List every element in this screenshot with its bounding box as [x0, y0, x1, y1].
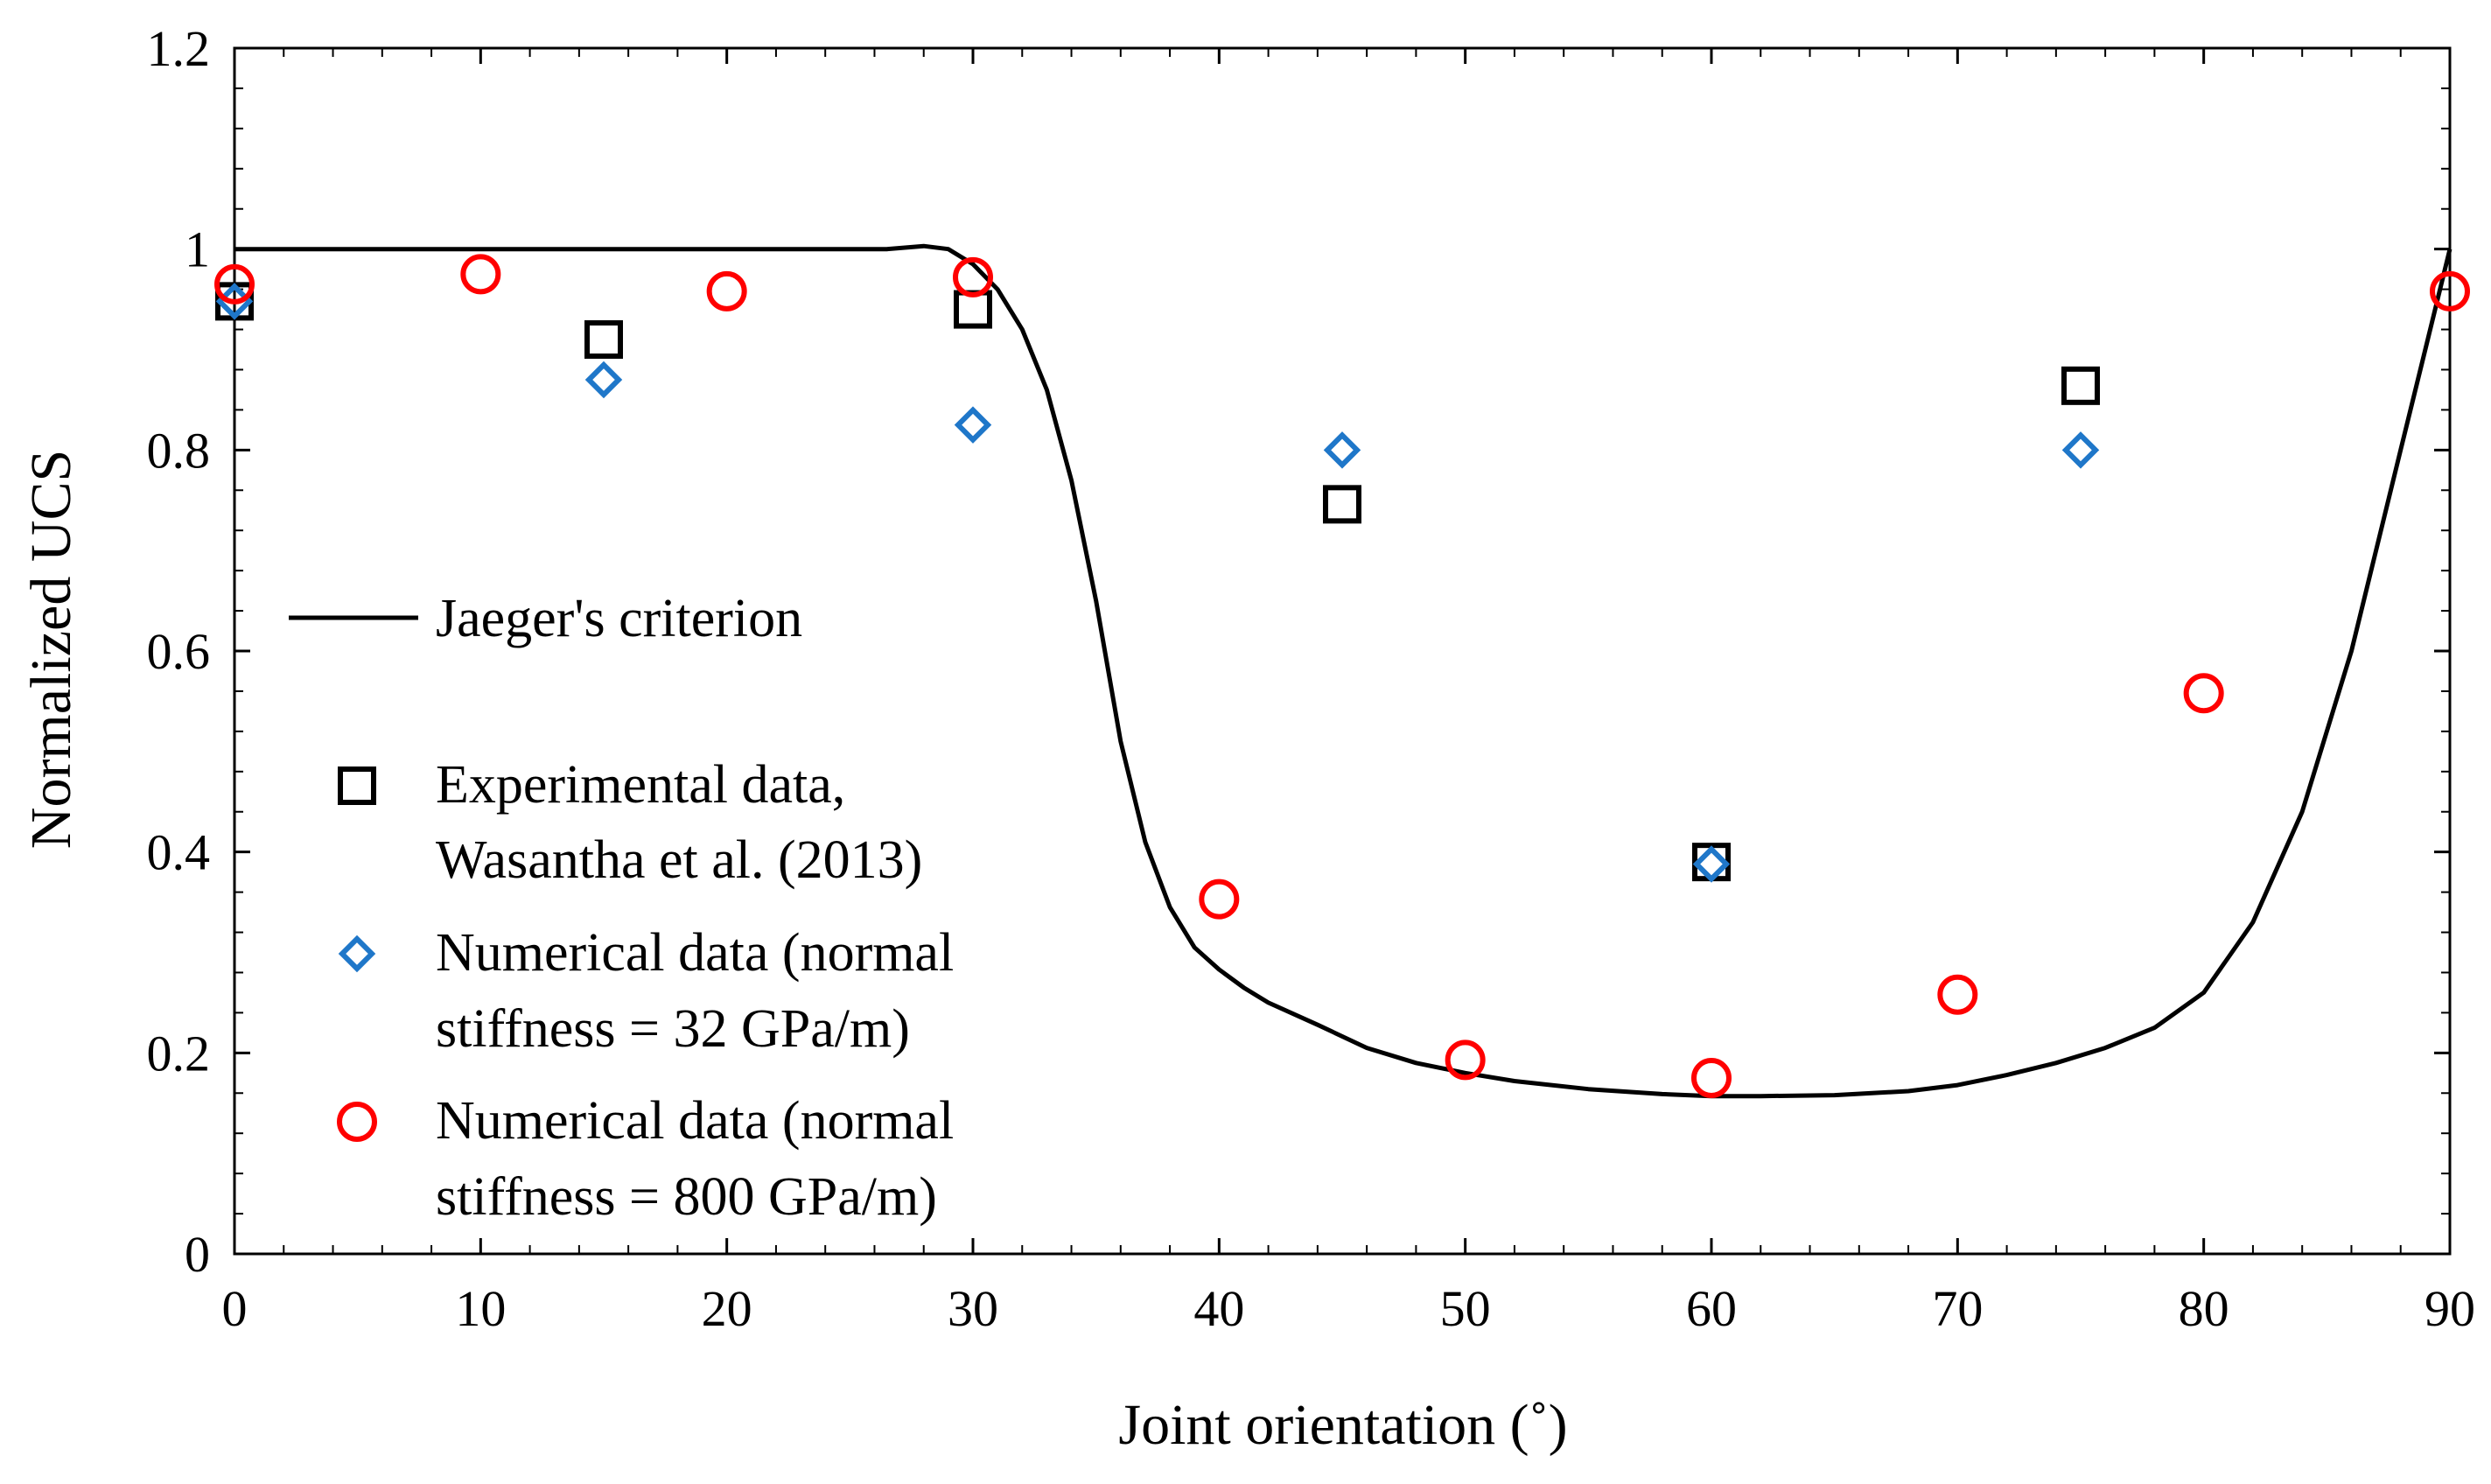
- legend-entry-label: Experimental data,: [436, 755, 845, 815]
- y-tick-label: 1: [185, 221, 210, 278]
- legend-diamond-swatch: [338, 934, 376, 973]
- x-tick-label: 70: [1932, 1280, 1983, 1337]
- legend-entry-label: Jaeger's criterion: [436, 589, 802, 648]
- axis-ticks-layer: 0 10 20 30 40 50 60 70 80 90 0 0.2 0.4 0.6 0.8 1 1.2: [147, 20, 2476, 1337]
- legend: Jaeger's criterion Experimental data, Wasa…: [289, 589, 954, 1227]
- legend-entry-label: Numerical data (normal: [436, 1091, 954, 1151]
- circle-marker-point: [2430, 270, 2470, 312]
- square-marker-point: [2061, 366, 2100, 405]
- circle-marker-point: [1937, 974, 1978, 1015]
- x-axis-label: Joint orientation (˚): [1118, 1393, 1567, 1457]
- diamond-marker-point: [1692, 845, 1731, 883]
- circle-marker-point: [214, 263, 255, 304]
- square-marker-point: [584, 320, 623, 360]
- diamond-marker-point: [1323, 431, 1361, 469]
- jaeger-criterion-line: [234, 243, 2453, 1099]
- circle-marker-point: [1199, 878, 1240, 920]
- x-tick-label: 80: [2179, 1280, 2229, 1337]
- y-tick-label: 0.6: [147, 623, 211, 680]
- y-axis-label: Normalized UCS: [19, 450, 83, 849]
- plot-frame-layer: [233, 46, 2452, 1256]
- diamond-marker-point: [584, 360, 623, 399]
- x-tick-label: 10: [455, 1280, 506, 1337]
- legend-entry-label: stiffness = 800 GPa/m): [436, 1167, 937, 1227]
- x-tick-label: 40: [1193, 1280, 1244, 1337]
- line-series-layer: [234, 243, 2453, 1099]
- x-tick-label: 60: [1686, 1280, 1737, 1337]
- y-tick-label: 0.8: [147, 422, 211, 479]
- circle-marker-point: [1691, 1058, 1732, 1099]
- diamond-marker-point: [954, 406, 992, 444]
- y-tick-label: 0: [185, 1226, 210, 1283]
- circle-marker-point: [953, 256, 993, 298]
- legend-entry-label: Wasantha et al. (2013): [436, 830, 922, 890]
- legend-circle-swatch: [337, 1102, 377, 1142]
- circle-marker-point: [1445, 1040, 1486, 1081]
- legend-entry-label: stiffness = 32 GPa/m): [436, 999, 910, 1059]
- y-tick-label: 0.4: [147, 824, 211, 881]
- plot-area-frame: [233, 46, 2452, 1256]
- y-tick-label: 1.2: [147, 20, 211, 77]
- x-tick-label: 50: [1440, 1280, 1491, 1337]
- x-tick-label: 20: [702, 1280, 752, 1337]
- legend-square-swatch: [338, 766, 376, 805]
- x-tick-label: 30: [948, 1280, 998, 1337]
- square-marker-point: [1323, 485, 1361, 524]
- legend-entry-label: Numerical data (normal: [436, 923, 954, 983]
- x-tick-label: 90: [2425, 1280, 2475, 1337]
- circle-marker-point: [706, 270, 747, 312]
- y-tick-label: 0.2: [147, 1025, 211, 1082]
- square-marker-point: [954, 290, 992, 329]
- circle-marker-point: [2183, 673, 2224, 714]
- diamond-marker-point: [2061, 431, 2100, 469]
- x-tick-label: 0: [222, 1280, 248, 1337]
- marker-series-layer: [214, 254, 2470, 1099]
- circle-marker-point: [460, 254, 501, 295]
